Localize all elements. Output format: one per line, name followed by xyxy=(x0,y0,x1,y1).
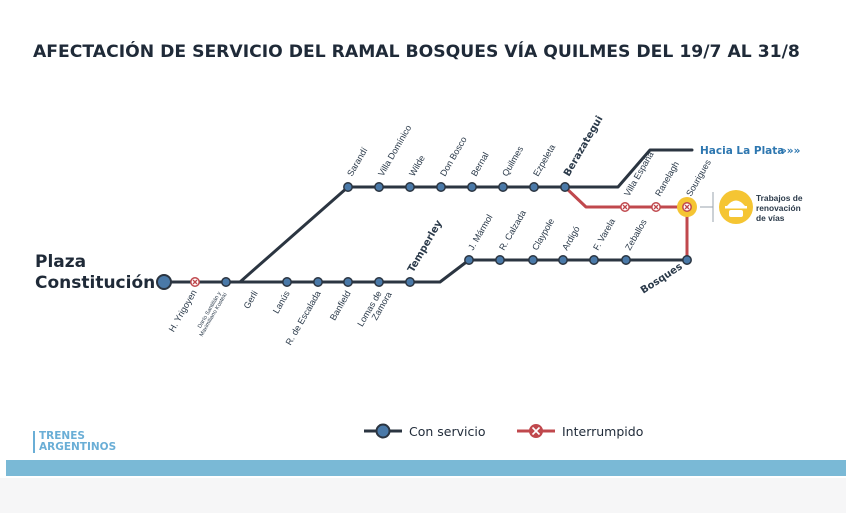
bottom-band xyxy=(6,460,846,476)
station-marker-r-de-escalada xyxy=(313,277,323,287)
station-marker-don-bosco xyxy=(436,182,446,192)
station-marker-bernal xyxy=(467,182,477,192)
station-marker-ranelagh xyxy=(651,202,661,212)
con-servicio-icon xyxy=(364,423,402,439)
station-label-ardigo: Ardigó xyxy=(560,224,582,252)
station-marker-h-yrigoyen xyxy=(190,277,200,287)
station-label-ezpeleta: Ezpeleta xyxy=(531,143,557,178)
station-label-sarandi: Sarandí xyxy=(345,145,370,178)
station-marker-ardigo xyxy=(558,255,568,265)
helmet-brim xyxy=(725,206,747,209)
station-label-j-marmol: J. Mármol xyxy=(466,213,494,252)
station-label-bernal: Bernal xyxy=(469,150,491,178)
station-label-f-varela: F. Varela xyxy=(591,217,617,252)
station-label-quilmes: Quilmes xyxy=(500,144,525,178)
station-marker-gerli xyxy=(221,277,231,287)
legend-interrumpido: Interrumpido xyxy=(516,420,643,442)
station-label-villa-espana: Villa España xyxy=(622,150,656,198)
works-marker xyxy=(719,190,753,224)
worker-body xyxy=(729,210,743,217)
station-marker-quilmes xyxy=(498,182,508,192)
station-label-ranelagh: Ranelagh xyxy=(653,160,681,198)
quilmes-branch-track xyxy=(224,148,694,284)
interrupted-track xyxy=(563,185,689,262)
station-marker-berazategui xyxy=(560,182,570,192)
legend-label-con-servicio: Con servicio xyxy=(409,423,486,439)
station-marker-zeballos xyxy=(621,255,631,265)
station-label-wilde: Wilde xyxy=(407,154,427,178)
station-marker-temperley xyxy=(405,277,415,287)
station-label-lanus: Lanús xyxy=(271,289,292,316)
station-marker-claypole xyxy=(528,255,538,265)
station-label-sourigues: Sourigues xyxy=(684,157,713,198)
station-marker-lanus xyxy=(282,277,292,287)
station-marker-banfield xyxy=(343,277,353,287)
station-label-r-calzada: R. Calzada xyxy=(497,208,528,252)
station-label-don-bosco: Don Bosco xyxy=(438,135,469,178)
temperley-branch-track xyxy=(238,258,689,284)
direction-arrows-icon: »»» xyxy=(780,145,800,157)
station-label-bosques: Bosques xyxy=(639,261,685,296)
active-track xyxy=(162,148,694,284)
direction-to-la-plata: Hacia La Plata »»» xyxy=(700,145,800,157)
station-marker-bosques xyxy=(682,255,692,265)
page-title: AFECTACIÓN DE SERVICIO DEL RAMAL BOSQUES… xyxy=(33,42,800,62)
logo-line2: ARGENTINOS xyxy=(39,441,117,453)
station-marker-sarandi xyxy=(343,182,353,192)
interrupted-branch-track xyxy=(563,185,689,262)
logo-line1: TRENES xyxy=(39,430,85,442)
station-label-temperley: Temperley xyxy=(406,218,445,274)
station-marker-lomas-de-zamora xyxy=(374,277,384,287)
station-label-gerli: Gerli xyxy=(242,289,260,310)
works-label-line1: Trabajos de xyxy=(756,193,803,203)
terminal-name-line1: Plaza xyxy=(35,252,86,272)
station-label-claypole: Claypole xyxy=(530,217,556,252)
works-label-line2: renovación xyxy=(756,203,801,213)
interrumpido-icon xyxy=(517,424,555,438)
station-marker-sourigues xyxy=(682,202,692,212)
helmet-shape xyxy=(727,200,745,206)
station-marker-f-varela xyxy=(589,255,599,265)
page-footer xyxy=(0,478,846,513)
station-label-berazategui: Berazategui xyxy=(562,114,605,178)
station-marker-villa-dominico xyxy=(374,182,384,192)
station-marker-j-marmol xyxy=(464,255,474,265)
station-marker-wilde xyxy=(405,182,415,192)
station-marker-villa-espana xyxy=(620,202,630,212)
trenes-argentinos-logo: TRENES ARGENTINOS xyxy=(33,431,116,453)
works-label-line3: de vías xyxy=(756,213,785,223)
station-marker-ezpeleta xyxy=(529,182,539,192)
station-label-banfield: Banfield xyxy=(328,289,353,322)
station-marker-r-calzada xyxy=(495,255,505,265)
station-label-zeballos: Zeballos xyxy=(623,217,649,252)
legend-con-servicio: Con servicio xyxy=(363,420,485,442)
direction-label: Hacia La Plata xyxy=(700,145,784,157)
service-map-card: AFECTACIÓN DE SERVICIO DEL RAMAL BOSQUES… xyxy=(6,42,846,476)
legend-label-interrumpido: Interrumpido xyxy=(562,423,644,439)
railway-line-diagram: Hacia La Plata »»» Trabajos de renovació… xyxy=(35,114,803,347)
station-label-h-yrigoyen: H. Yrigoyen xyxy=(167,288,199,334)
terminal-station-marker xyxy=(156,274,172,290)
terminal-name-line2: Constitución xyxy=(35,273,155,293)
